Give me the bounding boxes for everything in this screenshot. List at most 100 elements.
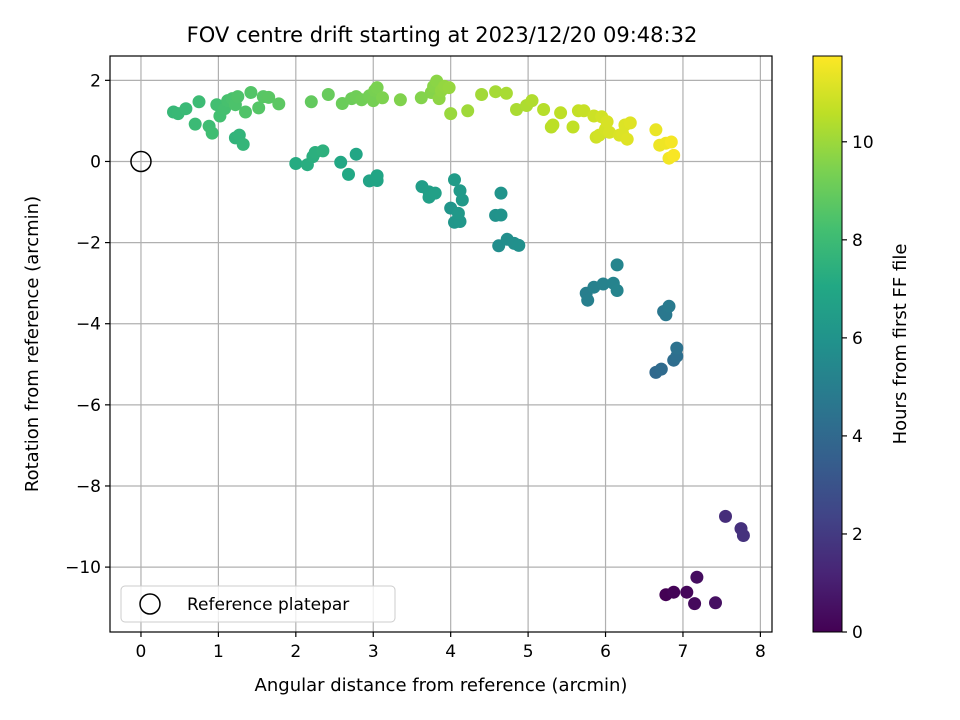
data-point xyxy=(192,95,206,109)
grid-lines xyxy=(110,56,772,632)
data-point xyxy=(709,596,722,610)
data-point xyxy=(442,81,456,95)
data-point xyxy=(376,91,389,105)
plot-frame xyxy=(109,55,773,633)
colorbar: 0 2 4 6 8 10 Hours from first FF file xyxy=(812,55,911,643)
x-tick-label: 5 xyxy=(523,642,534,662)
reference-marker xyxy=(130,150,152,173)
data-point xyxy=(537,103,551,116)
data-point xyxy=(596,277,610,291)
data-point xyxy=(179,102,193,116)
data-point xyxy=(370,81,384,95)
data-point xyxy=(654,362,668,376)
colorbar-tick-label: 4 xyxy=(852,427,863,447)
colorbar-label: Hours from first FF file xyxy=(890,244,911,445)
data-point xyxy=(428,186,442,200)
data-point xyxy=(444,107,458,121)
data-point xyxy=(304,95,318,109)
x-tick-label: 3 xyxy=(368,642,379,662)
y-tick-label: −6 xyxy=(76,396,101,416)
data-point xyxy=(289,157,303,170)
data-point xyxy=(349,147,363,161)
y-tick-label: −10 xyxy=(65,558,101,578)
data-point xyxy=(566,120,580,134)
y-tick-label: 2 xyxy=(90,71,101,91)
data-point xyxy=(667,585,681,599)
data-point xyxy=(620,132,634,146)
y-tick-label: 0 xyxy=(90,152,101,172)
data-point xyxy=(334,155,348,169)
y-axis-ticks: 2 0 −2 −4 −6 −8 −10 xyxy=(65,71,110,578)
legend-entry-reference-platepar: Reference platepar xyxy=(187,595,349,615)
x-tick-label: 6 xyxy=(600,642,611,662)
x-tick-label: 2 xyxy=(290,642,301,662)
data-point xyxy=(494,186,508,200)
colorbar-tick-label: 8 xyxy=(852,231,863,251)
data-point xyxy=(602,125,616,139)
colorbar-tick-label: 2 xyxy=(852,525,863,545)
data-point xyxy=(262,90,276,104)
data-point xyxy=(690,570,704,584)
data-point xyxy=(494,208,508,222)
data-point xyxy=(461,104,475,118)
data-points xyxy=(167,74,750,611)
data-point xyxy=(414,91,428,105)
data-point xyxy=(512,238,526,252)
data-point xyxy=(252,101,266,115)
data-point xyxy=(554,106,568,120)
y-tick-label: −8 xyxy=(76,477,101,497)
data-point xyxy=(736,529,750,542)
legend-box xyxy=(120,585,396,623)
legend: Reference platepar xyxy=(120,585,396,623)
data-point xyxy=(236,137,250,151)
data-point xyxy=(610,284,624,297)
data-point xyxy=(546,118,560,132)
data-point xyxy=(577,104,591,118)
data-point xyxy=(581,293,595,307)
data-point xyxy=(662,299,676,313)
data-point xyxy=(205,126,219,140)
data-point xyxy=(600,115,614,129)
data-point xyxy=(670,341,684,355)
x-axis-ticks: 0 1 2 3 4 5 6 7 8 xyxy=(136,632,766,662)
data-point xyxy=(453,184,467,198)
data-point xyxy=(664,135,678,149)
data-point xyxy=(316,144,330,158)
data-point xyxy=(272,97,286,111)
x-tick-label: 1 xyxy=(213,642,224,662)
data-point xyxy=(451,206,465,220)
data-point xyxy=(475,88,489,101)
data-point xyxy=(525,94,539,108)
reference-platepar-point xyxy=(130,150,152,173)
data-point xyxy=(370,169,384,183)
x-tick-label: 0 xyxy=(136,642,147,662)
data-point xyxy=(667,148,681,162)
data-point xyxy=(321,88,335,101)
data-point xyxy=(188,117,202,131)
colorbar-tick-label: 6 xyxy=(852,329,863,349)
y-tick-label: −4 xyxy=(76,315,101,335)
colorbar-tick-label: 0 xyxy=(852,623,863,643)
data-point xyxy=(489,85,503,99)
y-axis-label: Rotation from reference (arcmin) xyxy=(22,196,43,492)
data-point xyxy=(244,86,258,99)
data-point xyxy=(510,103,523,116)
data-point xyxy=(610,258,624,272)
x-axis-label: Angular distance from reference (arcmin) xyxy=(255,675,628,696)
x-tick-label: 8 xyxy=(755,642,766,662)
y-tick-label: −2 xyxy=(76,234,101,254)
data-point xyxy=(231,90,245,104)
colorbar-tick-label: 10 xyxy=(852,133,874,153)
colorbar-gradient xyxy=(812,55,843,633)
data-point xyxy=(719,509,732,523)
data-point xyxy=(393,93,407,107)
data-point xyxy=(448,173,461,187)
data-point xyxy=(649,123,663,137)
x-tick-label: 4 xyxy=(445,642,456,662)
x-tick-label: 7 xyxy=(678,642,689,662)
data-point xyxy=(499,86,513,100)
data-point xyxy=(688,597,702,611)
colorbar-ticks: 0 2 4 6 8 10 xyxy=(842,133,874,643)
data-point xyxy=(623,116,637,130)
